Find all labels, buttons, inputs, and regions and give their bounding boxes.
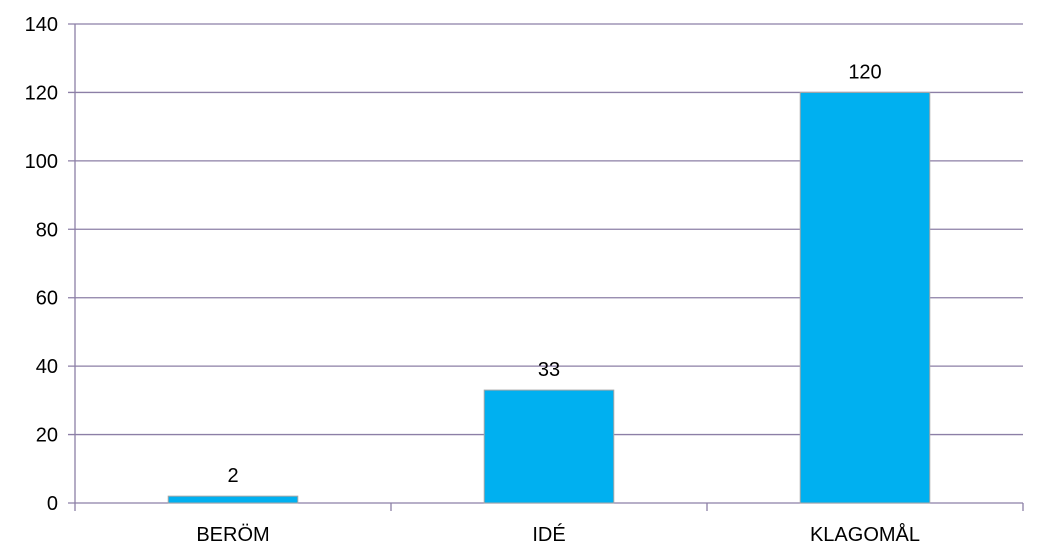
x-category-label: IDÉ [532, 523, 565, 546]
labels: 0 20 40 60 80 100 120 140 2 BERÖM 33 IDÉ 120 KLAGOMÅL [25, 14, 920, 546]
bar-2 [483, 389, 615, 504]
y-tick-label: 0 [47, 493, 58, 515]
bars [167, 91, 931, 504]
y-tick-label: 60 [36, 288, 58, 310]
y-tick-label: 40 [36, 356, 58, 378]
bar-1 [167, 495, 299, 504]
x-category-label: BERÖM [196, 524, 269, 546]
data-label: 2 [227, 465, 238, 487]
y-tick-label: 100 [25, 151, 58, 173]
y-tick-label: 120 [25, 82, 58, 104]
y-tick-label: 80 [36, 219, 58, 241]
x-category-label: KLAGOMÅL [810, 523, 920, 546]
bar-3 [799, 91, 931, 504]
y-tick-label: 140 [25, 14, 58, 36]
gridlines [68, 23, 1023, 504]
data-label: 120 [848, 61, 881, 83]
axes [74, 24, 1024, 511]
y-tick-label: 20 [36, 425, 58, 447]
data-label: 33 [538, 359, 560, 381]
